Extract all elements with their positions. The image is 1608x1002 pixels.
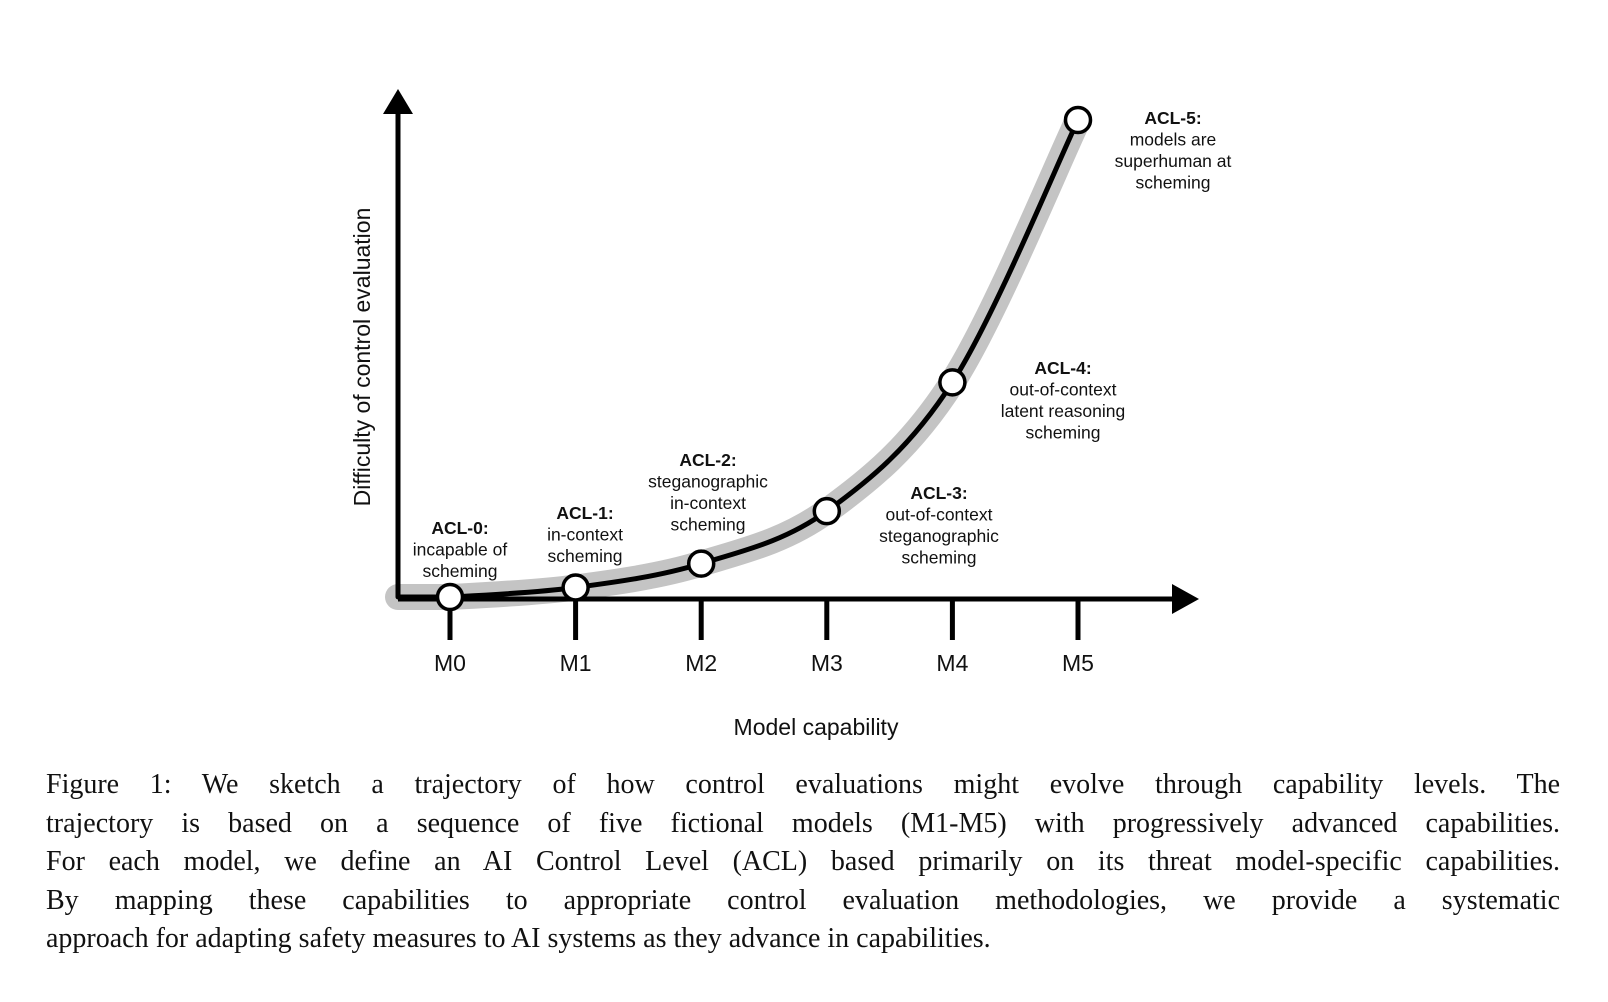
acl-annotation-line: scheming [1136,173,1211,193]
x-axis-arrowhead [1172,584,1199,614]
acl-annotation-line: superhuman at [1115,151,1232,171]
control-evaluation-figure: M0 M1 M2 M3 M4 M5 ACL-0:incapable ofschemingA… [349,89,1232,740]
x-tick-label: M1 [560,650,592,676]
data-point-marker [435,582,465,612]
acl-annotation-line: incapable of [413,540,508,560]
data-point-marker [1063,105,1093,135]
acl-annotation-line: scheming [1026,423,1101,443]
acl-annotation-title: ACL-5: [1144,108,1201,128]
data-point-marker [561,573,590,602]
acl-annotation-line: scheming [423,561,498,581]
acl-annotation-line: scheming [671,515,746,535]
x-tick-label: M0 [434,650,466,676]
acl-annotation-line: scheming [548,546,623,566]
acl-annotation-title: ACL-0: [431,518,488,538]
caption-line: approach for adapting safety measures to… [46,923,991,954]
caption-line: By mapping these capabilities to appropr… [46,884,1560,916]
acl-annotation-line: in-context [547,525,623,545]
acl-annotation-line: scheming [902,548,977,568]
y-axis-arrowhead [383,89,413,114]
data-point-marker [938,368,967,397]
acl-annotation: ACL-3:out-of-contextsteganographicschemi… [879,483,999,568]
x-tick-label: M5 [1062,650,1094,676]
caption-line: trajectory is based on a sequence of fiv… [46,807,1560,839]
acl-annotation-line: steganographic [879,526,999,546]
acl-annotation-title: ACL-2: [679,450,736,470]
acl-annotation-line: out-of-context [886,505,993,525]
y-axis-label: Difficulty of control evaluation [349,208,375,507]
data-point-marker [686,549,716,578]
x-tick-label: M4 [936,650,968,676]
figure-caption: Figure 1: We sketch a trajectory of how … [46,766,1560,959]
acl-annotation-title: ACL-4: [1034,358,1091,378]
data-point-marker [812,496,842,526]
acl-annotation-title: ACL-1: [556,503,613,523]
x-tick-label: M3 [811,650,843,676]
acl-annotation-line: in-context [670,493,746,513]
x-tick-label: M2 [685,650,717,676]
x-axis-label: Model capability [734,714,899,740]
acl-annotation-line: models are [1130,130,1217,150]
acl-annotation-line: out-of-context [1010,380,1117,400]
acl-annotation-line: latent reasoning [1001,401,1126,421]
acl-annotation-line: steganographic [648,472,768,492]
acl-annotation-title: ACL-3: [910,483,967,503]
caption-line: For each model, we define an AI Control … [46,846,1560,877]
caption-line: Figure 1: We sketch a trajectory of how … [46,769,1560,800]
